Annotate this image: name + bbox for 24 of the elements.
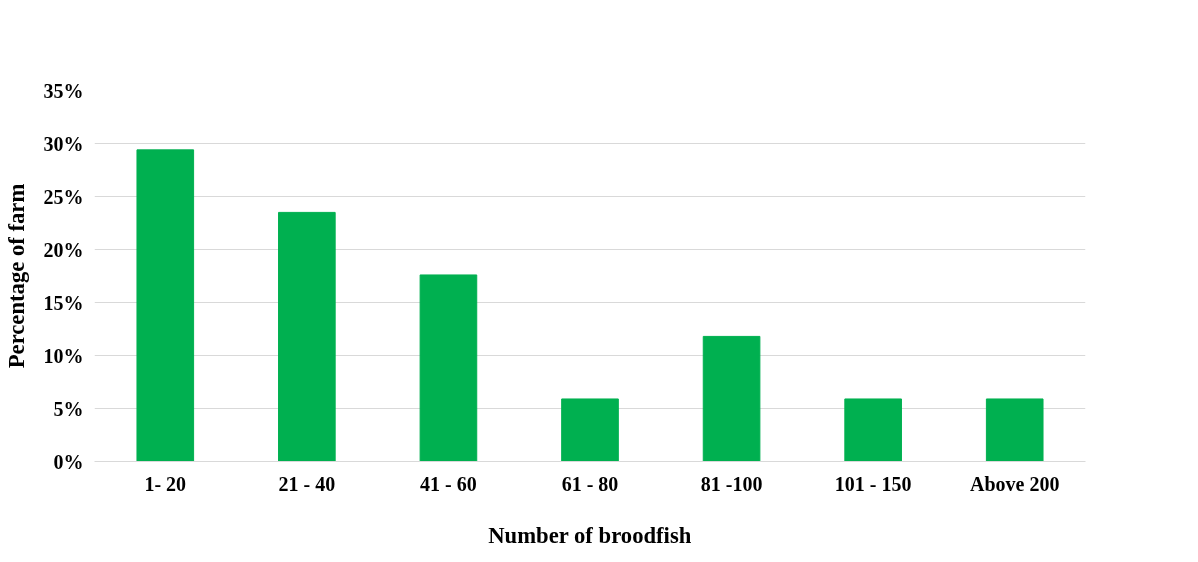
- y-tick-label: 0%: [53, 450, 84, 473]
- y-axis-title: Percentage of farm: [3, 183, 29, 369]
- x-axis-title: Number of broodfish: [488, 522, 692, 548]
- y-tick-label: 25%: [43, 185, 84, 208]
- x-tick-label: 1- 20: [144, 472, 187, 495]
- bar: [136, 149, 195, 462]
- x-tick-label: 101 - 150: [834, 472, 912, 495]
- y-tick-label: 5%: [53, 397, 84, 420]
- x-tick-label: 21 - 40: [278, 472, 336, 495]
- x-tick-label: 81 -100: [700, 472, 763, 495]
- y-tick-label: 30%: [43, 132, 84, 155]
- x-tick-label: 41 - 60: [420, 472, 477, 495]
- bar: [278, 211, 336, 462]
- bar: [419, 274, 478, 462]
- bar: [985, 398, 1044, 462]
- y-tick-label: 20%: [43, 238, 84, 261]
- y-tick-label: 10%: [43, 344, 84, 367]
- bar: [561, 398, 619, 462]
- y-tick-label: 35%: [43, 79, 84, 102]
- bar: [702, 335, 761, 462]
- y-tick-label: 15%: [43, 291, 84, 314]
- x-tick-label: Above 200: [969, 472, 1060, 495]
- x-tick-label: 61 - 80: [561, 472, 619, 495]
- bar: [844, 398, 902, 462]
